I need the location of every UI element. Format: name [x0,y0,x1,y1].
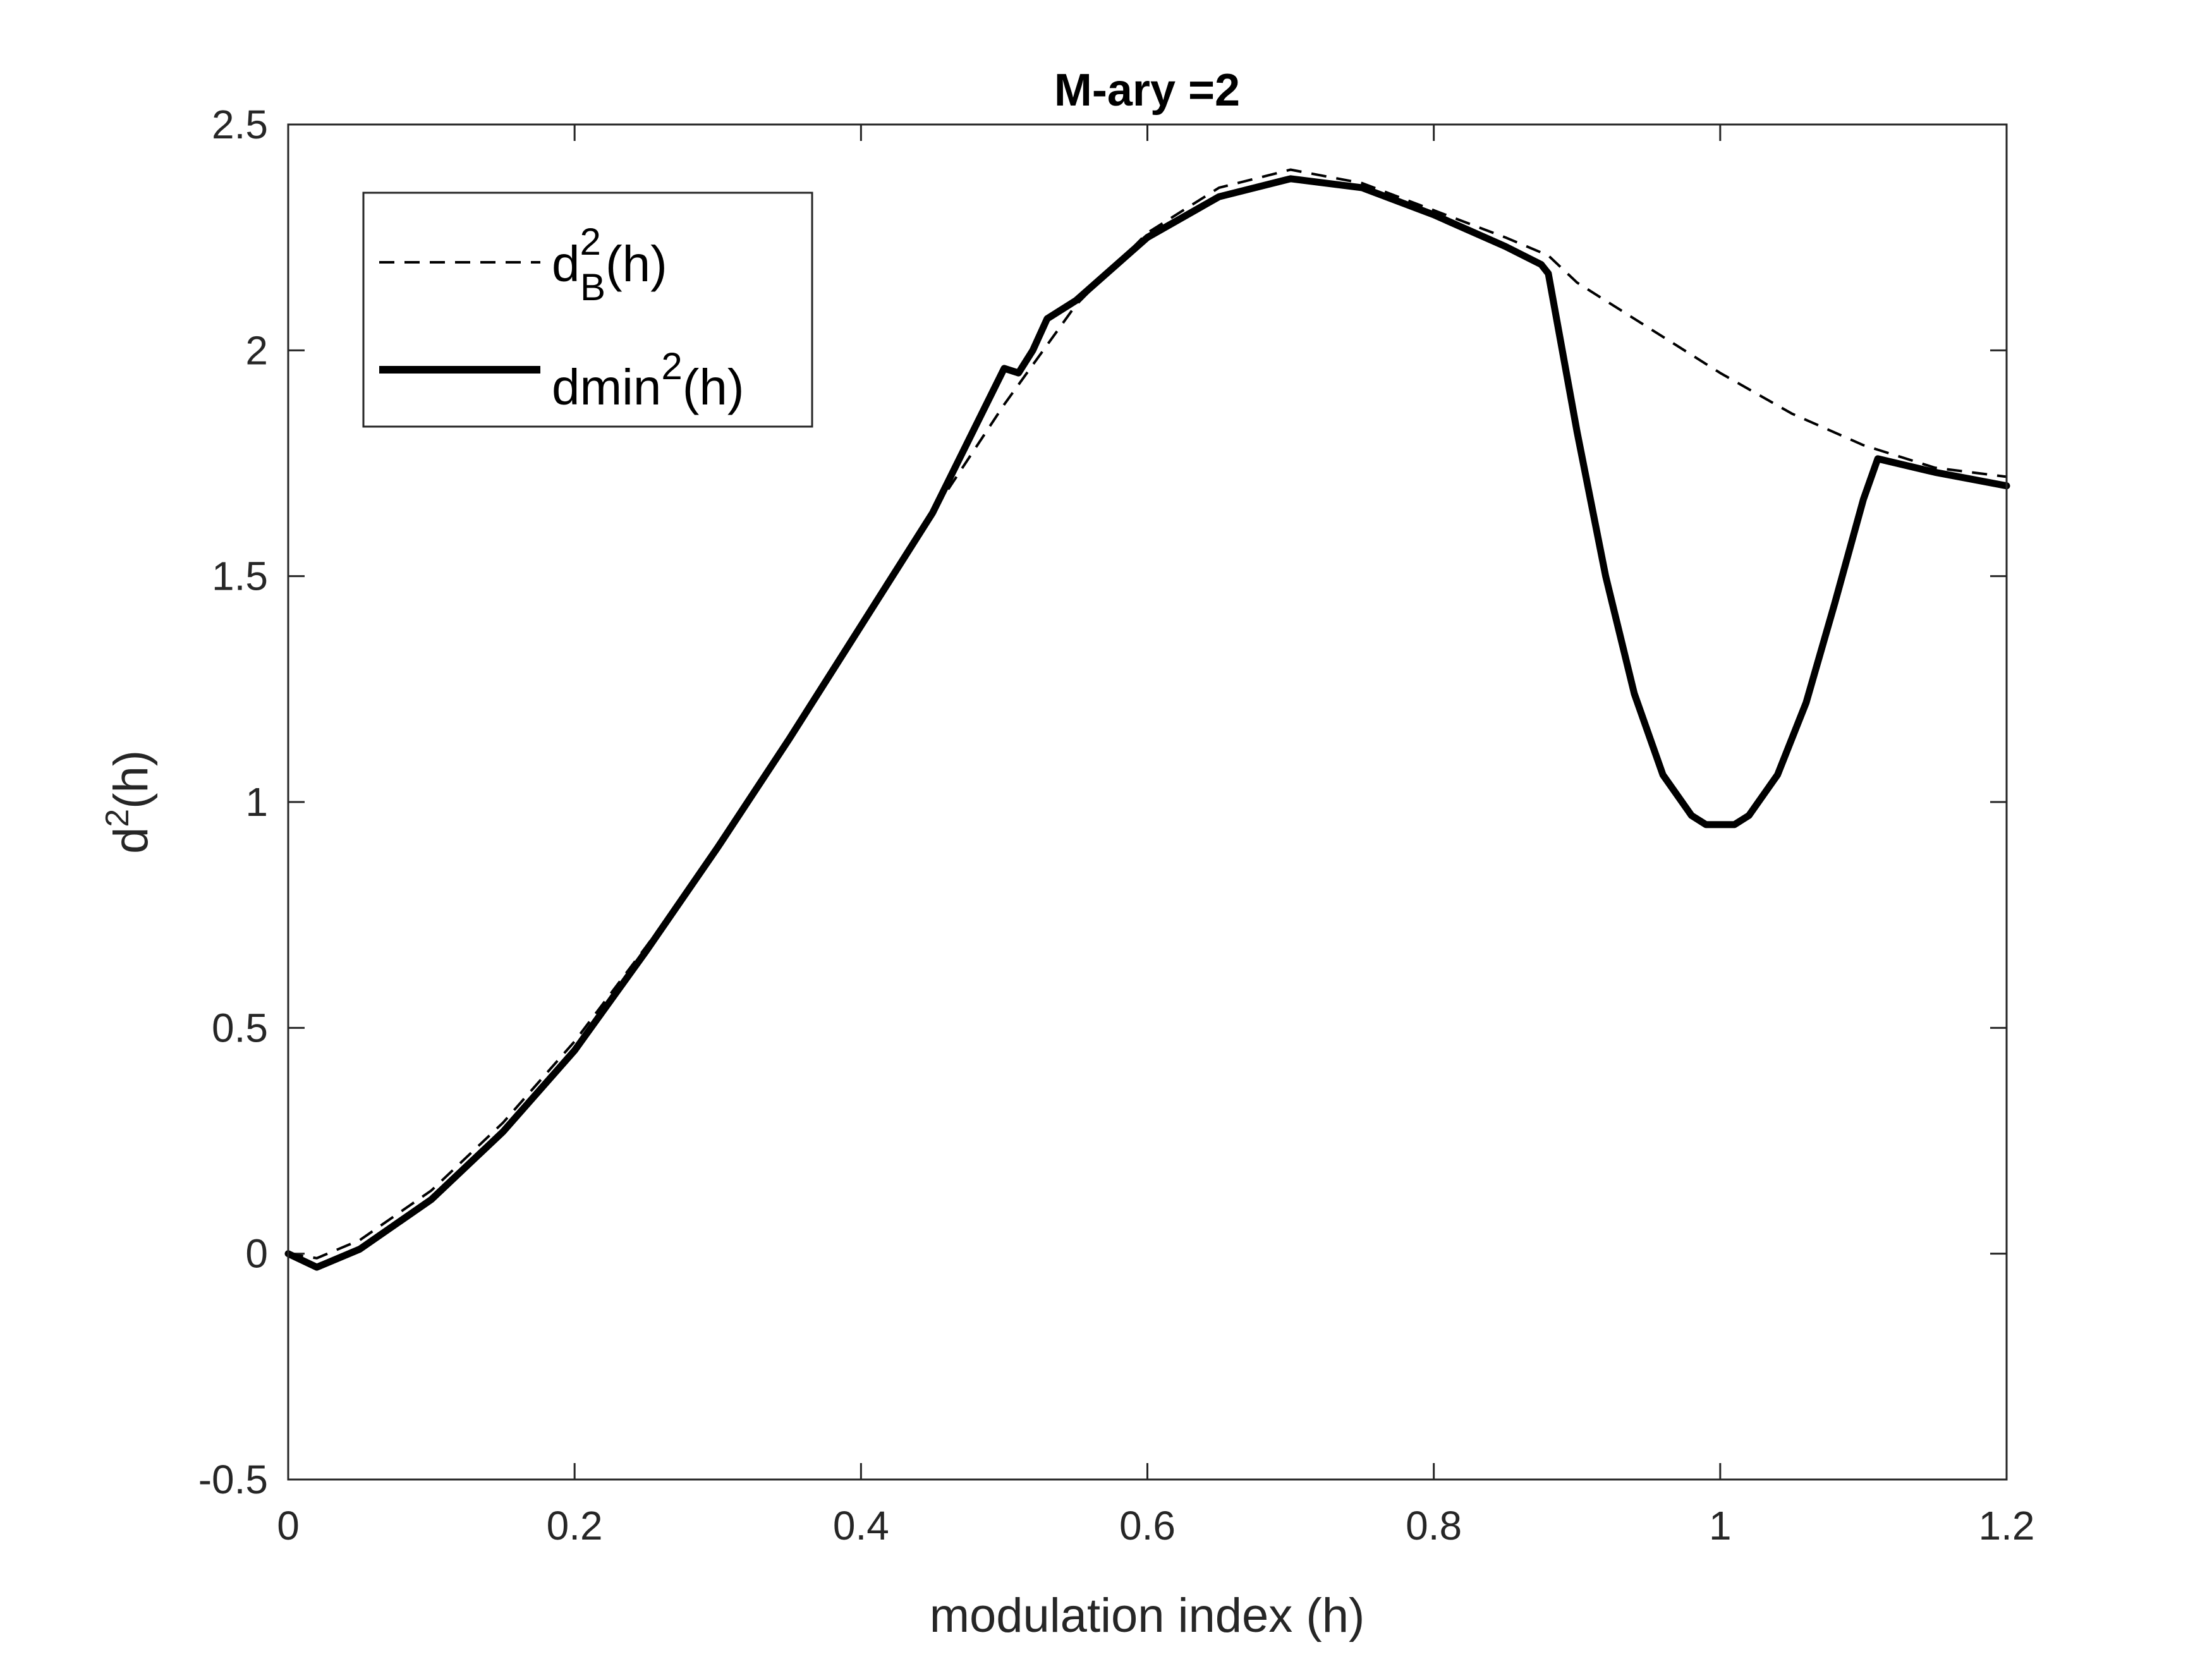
axis-tick-labels: 0 0.2 0.4 0.6 0.8 1 1.2-0.500.511.522.5 [198,102,2035,1548]
chart-title: M-ary =2 [1054,65,1240,116]
axes-box [287,123,2008,1481]
legend-dmin-rest: (h) [683,359,744,415]
y-tick-label: 0 [245,1231,268,1277]
series-line-db [288,168,2007,1260]
legend: d2 B(h) dmin2(h) [362,191,813,428]
x-axis-label: modulation index (h) [930,1589,1365,1643]
y-axis-label-base: d [104,827,158,854]
legend-label-dmin: dmin2(h) [552,345,744,415]
x-tick-label: 0.2 [547,1503,603,1548]
y-tick-label: -0.5 [198,1457,268,1502]
legend-db-rest: (h) [605,236,667,292]
legend-label-db: d2 B(h) [552,221,667,308]
legend-dmin-base: dmin [552,359,661,415]
y-axis-label-sup: 2 [99,809,136,827]
y-tick-label: 2.5 [212,102,268,147]
y-tick-label: 2 [245,327,268,373]
y-tick-label: 1.5 [212,554,268,599]
legend-db-sub: B [580,266,605,308]
y-axis-label: d2(h) [99,750,158,854]
y-tick-label: 1 [245,779,268,825]
x-tick-label: 1.2 [1979,1503,2035,1548]
legend-dmin-sup: 2 [661,345,682,387]
legend-db-sup: 2 [580,221,601,263]
y-axis-label-rest: (h) [104,750,158,809]
legend-box [362,191,813,428]
x-tick-label: 0.8 [1406,1503,1462,1548]
x-tick-label: 0 [277,1503,300,1548]
x-tick-label: 0.4 [833,1503,889,1548]
x-tick-label: 1 [1709,1503,1732,1548]
legend-db-base: d [552,236,580,292]
x-tick-label: 0.6 [1119,1503,1176,1548]
series-layer [284,168,2010,1271]
axis-ticks [287,123,2008,1481]
series-line-dmin [284,175,2010,1271]
y-tick-label: 0.5 [212,1005,268,1050]
